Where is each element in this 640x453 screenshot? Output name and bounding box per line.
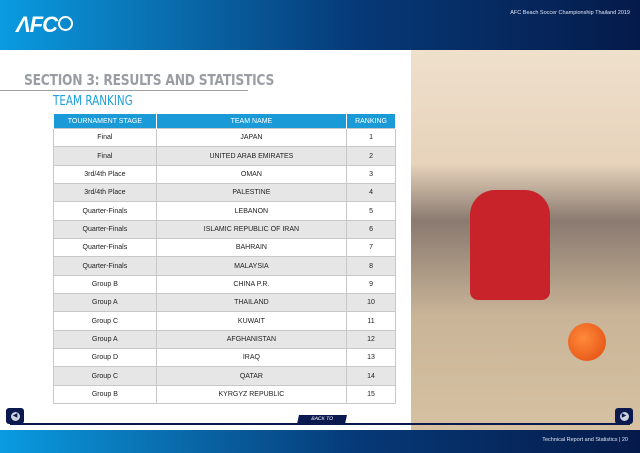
subtitle: TEAM RANKING (53, 94, 133, 109)
ranking-cell: 9 (346, 274, 396, 295)
team-cell: ISLAMIC REPUBLIC OF IRAN (155, 219, 348, 240)
team-cell: PALESTINE (155, 183, 348, 203)
ranking-cell: 12 (346, 329, 396, 350)
ranking-cell: 7 (346, 238, 396, 258)
ranking-cell: 3 (346, 164, 396, 185)
team-cell: CHINA P.R. (155, 274, 348, 295)
stage-cell: Group A (53, 293, 157, 313)
chevron-right-icon: ▶ (619, 411, 629, 421)
stage-cell: Group B (53, 384, 157, 405)
team-cell: KYRGYZ REPUBLIC (155, 384, 348, 405)
ranking-table: TOURNAMENT STAGE TEAM NAME RANKING Final… (53, 113, 396, 405)
stage-cell: 3rd/4th Place (53, 183, 157, 203)
section-divider (0, 90, 248, 91)
team-cell: KUWAIT (155, 311, 348, 331)
team-cell: JAPAN (155, 127, 348, 148)
table-row: Group B KYRGYZ REPUBLIC 15 (53, 384, 396, 405)
nav-line (10, 423, 630, 425)
team-cell: AFGHANISTAN (155, 329, 348, 350)
header-title: AFC Beach Soccer Championship Thailand 2… (510, 10, 630, 16)
column-header: TEAM NAME (155, 113, 348, 129)
stage-cell: Quarter-Finals (53, 256, 157, 276)
ranking-cell: 2 (346, 146, 396, 166)
ranking-cell: 14 (346, 366, 396, 386)
table-row: Final JAPAN 1 (53, 127, 396, 148)
table-row: Group C QATAR 14 (53, 366, 396, 386)
ball-image (568, 323, 606, 361)
ranking-cell: 5 (346, 201, 396, 221)
table-row: Quarter-Finals MALAYSIA 8 (53, 256, 396, 276)
stage-cell: Quarter-Finals (53, 219, 157, 240)
ranking-cell: 1 (346, 127, 396, 148)
table-row: Group D IRAQ 13 (53, 348, 396, 368)
team-cell: QATAR (155, 366, 348, 386)
ranking-cell: 10 (346, 293, 396, 313)
table-row: 3rd/4th Place OMAN 3 (53, 164, 396, 185)
team-cell: UNITED ARAB EMIRATES (155, 146, 348, 166)
ranking-cell: 4 (346, 183, 396, 203)
stage-cell: Group C (53, 311, 157, 331)
column-header: TOURNAMENT STAGE (53, 113, 157, 129)
ranking-cell: 15 (346, 384, 396, 405)
footer-text: Technical Report and Statistics | 20 (542, 437, 628, 443)
stage-cell: Final (53, 127, 157, 148)
ranking-cell: 13 (346, 348, 396, 368)
stage-cell: 3rd/4th Place (53, 164, 157, 185)
stage-cell: Group A (53, 329, 157, 350)
team-cell: LEBANON (155, 201, 348, 221)
stage-cell: Group C (53, 366, 157, 386)
footer-banner: Technical Report and Statistics | 20 (0, 430, 640, 453)
prev-page-button[interactable]: ◀ (6, 408, 24, 424)
team-cell: OMAN (155, 164, 348, 185)
team-cell: THAILAND (155, 293, 348, 313)
header-banner: ΛFC AFC Beach Soccer Championship Thaila… (0, 0, 640, 50)
column-header: RANKING (346, 113, 396, 129)
ranking-cell: 6 (346, 219, 396, 240)
table-row: Quarter-Finals ISLAMIC REPUBLIC OF IRAN 6 (53, 219, 396, 240)
stage-cell: Quarter-Finals (53, 201, 157, 221)
next-page-button[interactable]: ▶ (615, 408, 633, 424)
player-figure (470, 190, 550, 300)
table-row: Group C KUWAIT 11 (53, 311, 396, 331)
stage-cell: Group B (53, 274, 157, 295)
table-row: 3rd/4th Place PALESTINE 4 (53, 183, 396, 203)
ranking-cell: 11 (346, 311, 396, 331)
back-to-contents-button[interactable]: BACK TO CONTENTS (297, 415, 347, 431)
table-row: Group B CHINA P.R. 9 (53, 274, 396, 295)
table-row: Group A AFGHANISTAN 12 (53, 329, 396, 350)
team-cell: IRAQ (155, 348, 348, 368)
chevron-left-icon: ◀ (10, 411, 20, 421)
table-row: Final UNITED ARAB EMIRATES 2 (53, 146, 396, 166)
team-cell: BAHRAIN (155, 238, 348, 258)
table-row: Quarter-Finals BAHRAIN 7 (53, 238, 396, 258)
ranking-cell: 8 (346, 256, 396, 276)
table-row: Group A THAILAND 10 (53, 293, 396, 313)
stage-cell: Group D (53, 348, 157, 368)
section-title: SECTION 3: RESULTS AND STATISTICS (24, 71, 275, 89)
afc-logo: ΛFC (16, 12, 73, 38)
team-cell: MALAYSIA (155, 256, 348, 276)
stage-cell: Final (53, 146, 157, 166)
stage-cell: Quarter-Finals (53, 238, 157, 258)
table-row: Quarter-Finals LEBANON 5 (53, 201, 396, 221)
